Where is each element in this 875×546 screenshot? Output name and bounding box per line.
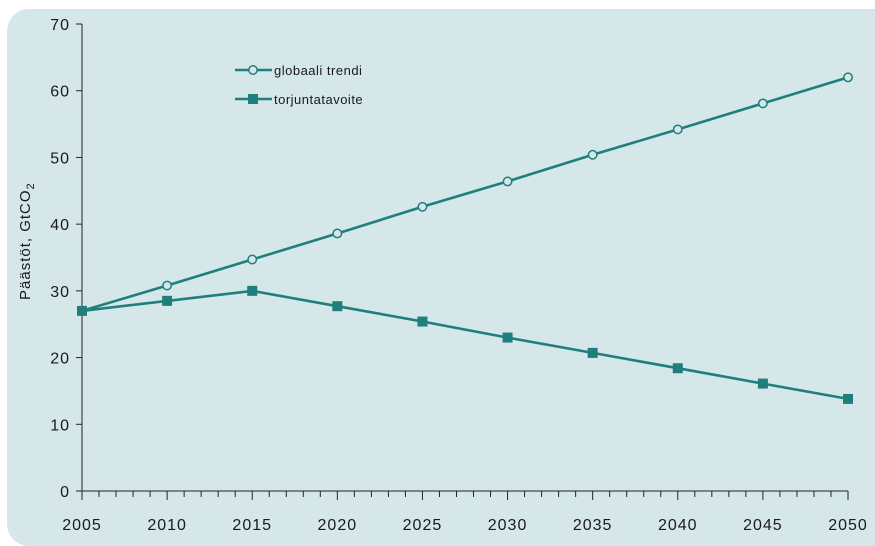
- series-layer: [77, 72, 853, 404]
- y-axis-ticks: 0 10 20 30 40 50 60 70: [50, 17, 82, 501]
- x-tick-label: 2005: [62, 517, 102, 534]
- legend-marker: [248, 65, 258, 75]
- y-tick-label: 30: [50, 284, 70, 301]
- data-point: [417, 201, 428, 212]
- y-tick-label: 0: [60, 484, 70, 501]
- axes: [81, 24, 848, 492]
- y-axis-title: Päästöt, GtCO2: [17, 182, 37, 300]
- x-tick-label: 2010: [147, 517, 187, 534]
- chart-background: [7, 9, 875, 546]
- legend-label: globaali trendi: [274, 63, 362, 78]
- legend-label: torjuntatavoite: [274, 92, 363, 107]
- data-point: [672, 124, 683, 135]
- data-point: [247, 285, 258, 296]
- x-tick-label: 2015: [232, 517, 272, 534]
- legend-marker: [248, 94, 258, 104]
- legend-item: torjuntatavoite: [235, 92, 363, 107]
- x-tick-label: 2035: [573, 517, 613, 534]
- y-tick-label: 70: [50, 17, 70, 34]
- series-line: [81, 289, 849, 401]
- x-tick-label: 2050: [828, 517, 868, 534]
- data-point: [587, 149, 598, 160]
- data-point: [502, 332, 513, 343]
- data-point: [757, 378, 768, 389]
- data-point: [843, 72, 853, 83]
- data-point: [757, 98, 768, 109]
- x-tick-label: 2020: [318, 517, 358, 534]
- y-tick-label: 20: [50, 351, 70, 368]
- y-tick-label: 40: [50, 217, 70, 234]
- data-point: [417, 316, 428, 327]
- series-1: [77, 72, 853, 316]
- data-point: [672, 363, 683, 374]
- x-tick-label: 2030: [488, 517, 528, 534]
- x-tick-label: 2025: [403, 517, 443, 534]
- x-axis-ticks: 2005 2010 2015 2020 2025 2030 2035 2040 2045 2050: [62, 491, 868, 534]
- legend-item: globaali trendi: [235, 63, 362, 78]
- y-tick-label: 50: [50, 150, 70, 167]
- data-point: [587, 347, 598, 358]
- data-point: [332, 301, 343, 312]
- data-point: [162, 295, 173, 306]
- data-point: [77, 305, 87, 316]
- y-tick-label: 60: [50, 84, 70, 101]
- data-point: [332, 228, 343, 239]
- data-point: [247, 254, 258, 265]
- series-2: [77, 285, 853, 404]
- data-point: [843, 393, 853, 404]
- series-line: [81, 76, 849, 313]
- y-axis-title-subscript: 2: [25, 182, 37, 189]
- y-axis-title-text: Päästöt, GtCO: [17, 189, 34, 300]
- x-tick-label: 2040: [658, 517, 698, 534]
- legend: globaali trendi torjuntatavoite: [235, 63, 363, 107]
- x-tick-label: 2045: [743, 517, 783, 534]
- y-tick-label: 10: [50, 417, 70, 434]
- data-point: [502, 176, 513, 187]
- data-point: [162, 280, 173, 291]
